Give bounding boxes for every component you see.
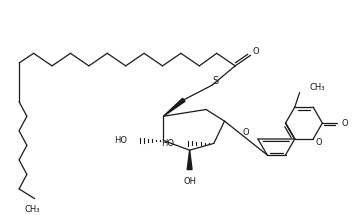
Text: O: O (252, 47, 259, 56)
Text: O: O (316, 138, 322, 147)
Text: CH₃: CH₃ (309, 83, 325, 92)
Polygon shape (187, 150, 192, 170)
Text: O: O (341, 118, 348, 127)
Text: CH₃: CH₃ (25, 205, 41, 214)
Text: OH: OH (183, 177, 196, 186)
Text: O: O (242, 128, 249, 137)
Polygon shape (163, 98, 185, 116)
Text: HO: HO (161, 139, 174, 148)
Text: S: S (213, 76, 219, 86)
Text: HO: HO (114, 136, 127, 145)
